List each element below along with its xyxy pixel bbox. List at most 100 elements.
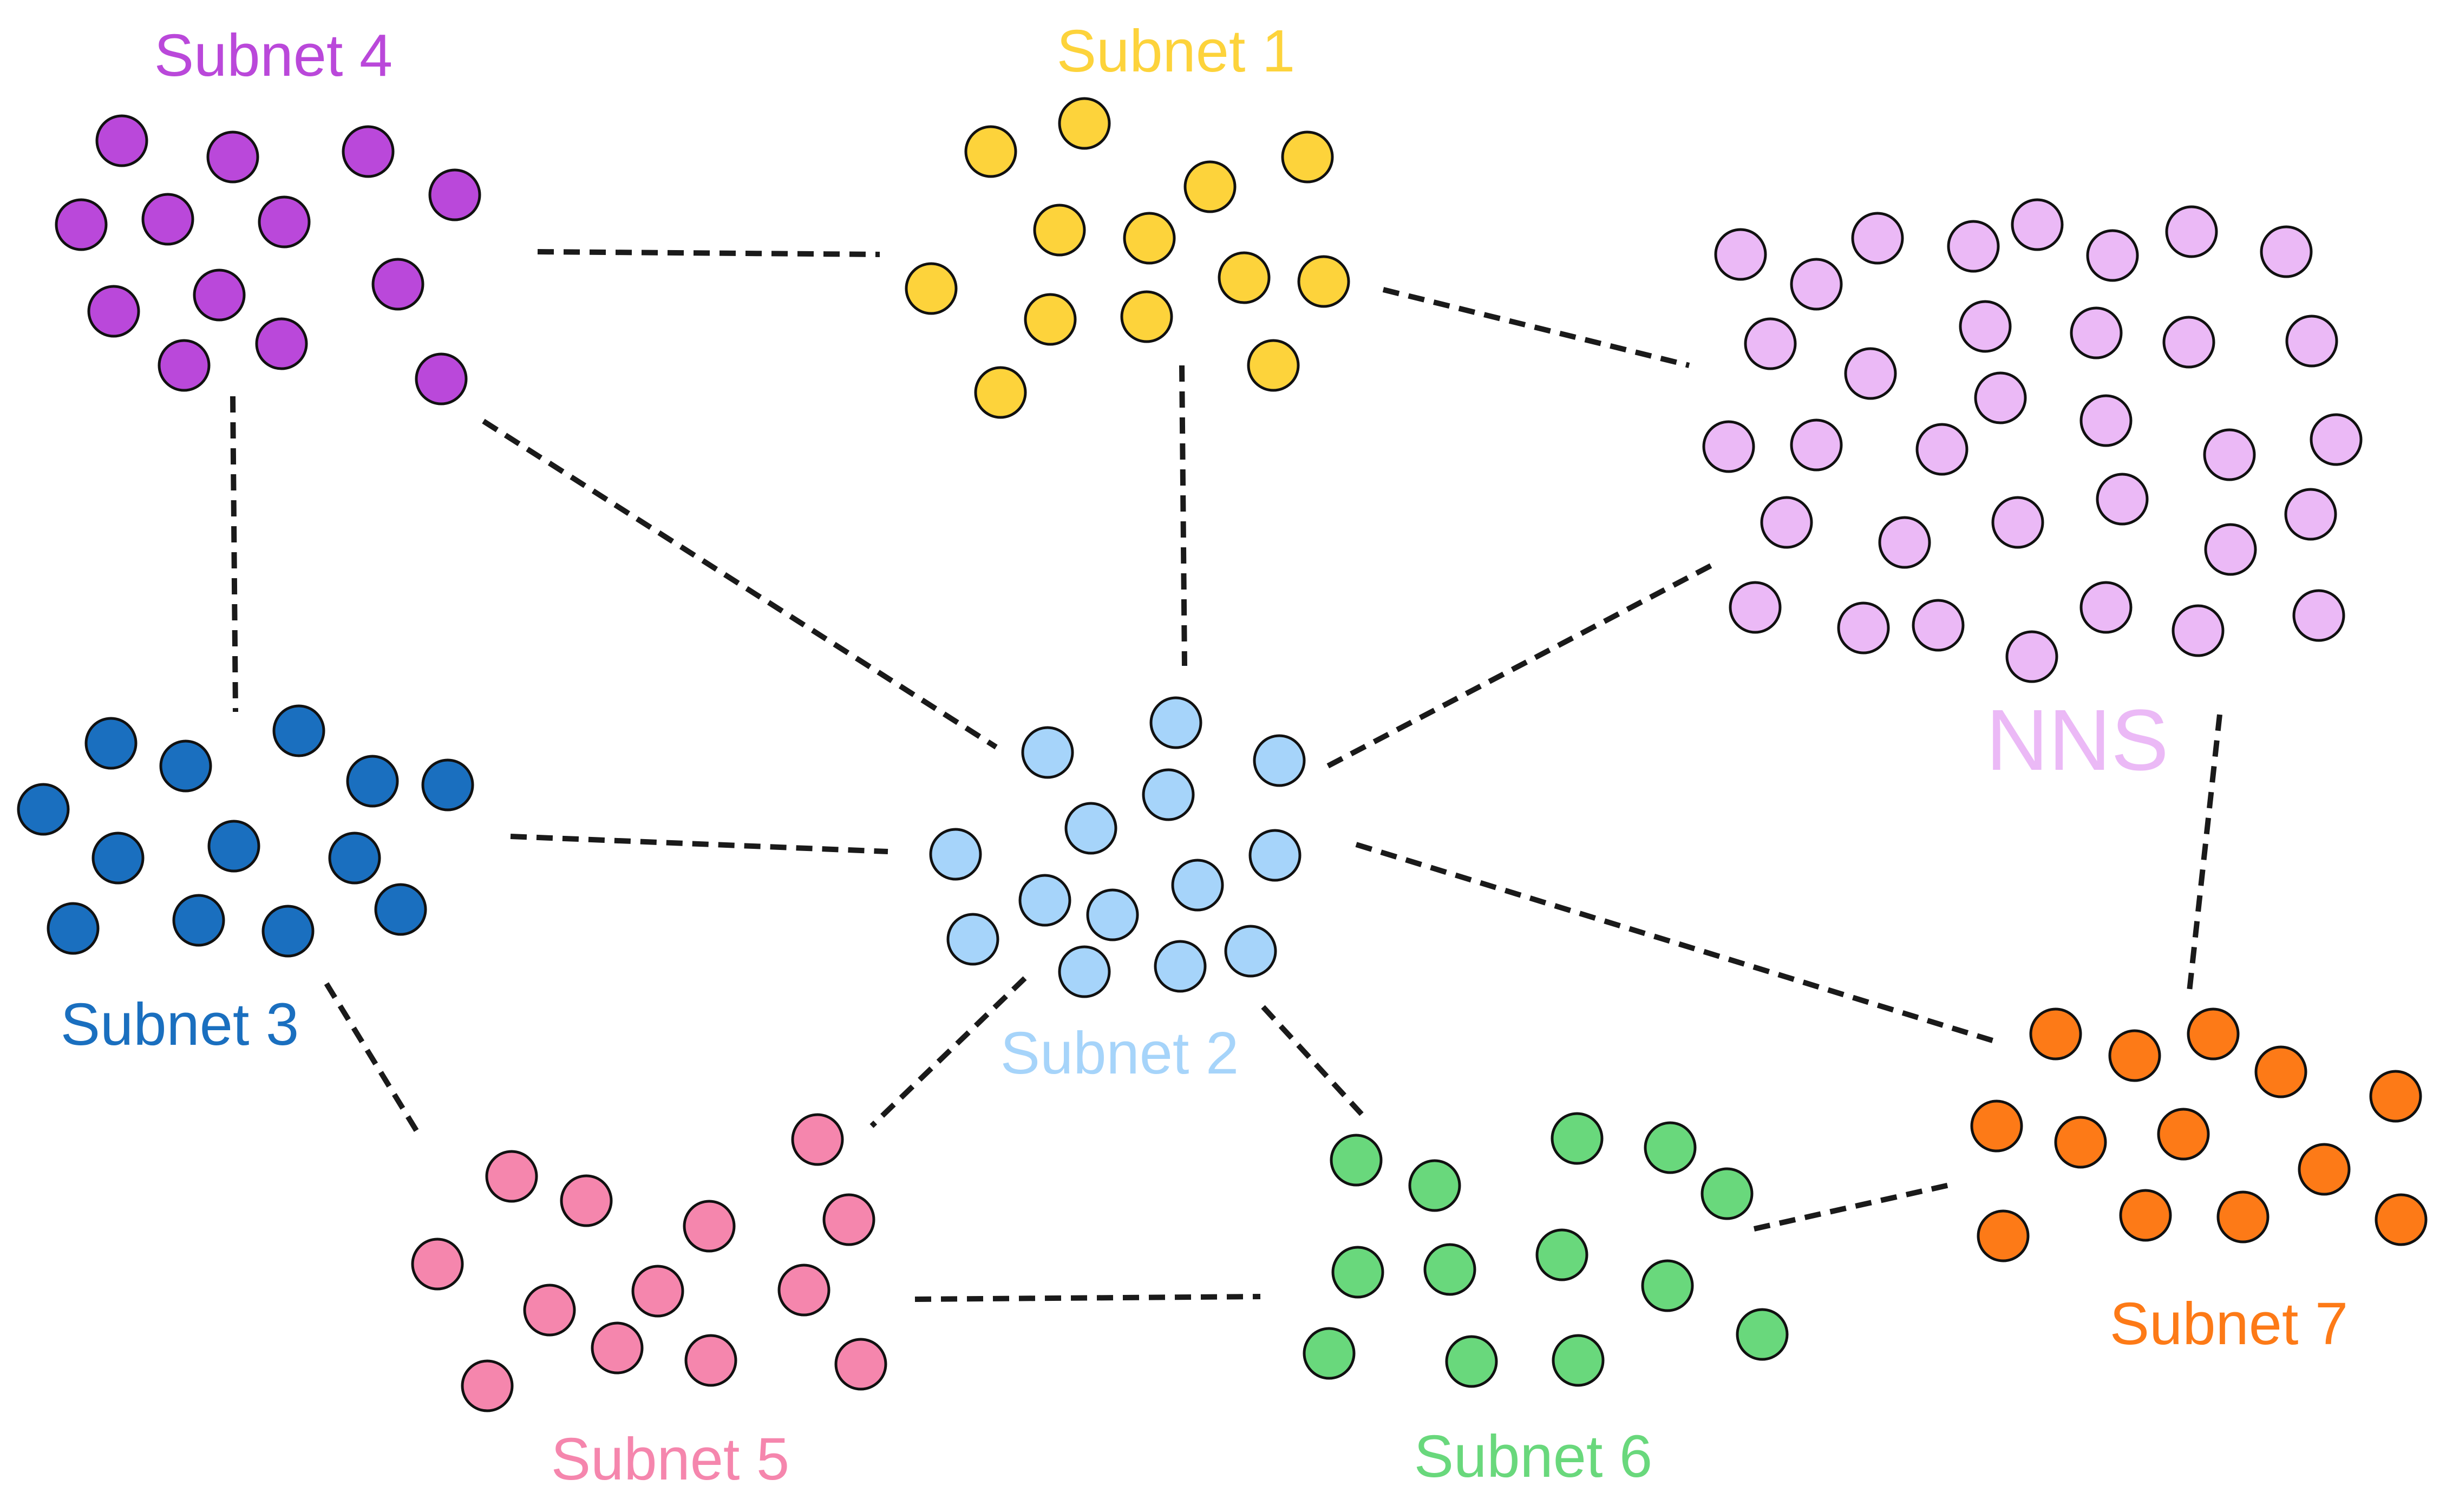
subnet-6-node [1423, 1243, 1476, 1296]
subnet-3-node [47, 902, 100, 955]
subnet-1-node [1033, 204, 1086, 257]
subnet-5-node [822, 1193, 875, 1246]
nns-node [1837, 601, 1890, 654]
label-subnet-5: Subnet 5 [551, 1426, 789, 1493]
nns-node [1760, 496, 1813, 549]
subnet-1-node [1281, 130, 1334, 184]
subnet-2-node [1248, 829, 1302, 882]
link-subnet-1-to-nns [1382, 287, 1690, 368]
subnet-6-node [1303, 1327, 1356, 1380]
subnet-6-node [1330, 1134, 1383, 1187]
link-subnet-3-to-subnet-5 [324, 982, 422, 1137]
cluster-labels: Subnet 4 Subnet 1 NNS Subnet 3 Subnet 2 … [61, 18, 2348, 1493]
nns-node [1912, 599, 1965, 652]
subnet-1-node [1247, 339, 1300, 392]
subnet-5-node [485, 1150, 538, 1203]
nns-node [2172, 604, 2225, 657]
nns-node [1702, 420, 1755, 473]
nns-node [1790, 258, 1843, 311]
subnet-5-node [683, 1200, 736, 1253]
subnet-7-node [2108, 1029, 2161, 1082]
subnet-6-node [1644, 1121, 1697, 1174]
nns-node [2260, 225, 2313, 278]
subnet-2-node [1171, 859, 1224, 912]
label-subnet-4: Subnet 4 [154, 22, 393, 89]
subnet-1-node [1058, 97, 1111, 150]
nns-node [2203, 428, 2256, 481]
subnet-3-node [159, 739, 212, 793]
subnet-1-node [1123, 212, 1176, 265]
nns-node [1915, 423, 1968, 476]
subnet-7-node [2216, 1190, 2270, 1243]
subnet-1-node [1120, 290, 1173, 343]
subnet-2-node [1149, 696, 1202, 749]
cluster-subnet-6 [1303, 1112, 1789, 1388]
nns-node [2086, 229, 2139, 282]
cluster-subnet-3 [17, 704, 474, 958]
subnet-2-node [1142, 768, 1195, 821]
subnet-2-node [1154, 940, 1207, 993]
nns-node [1974, 371, 2027, 424]
subnet-4-node [193, 269, 246, 322]
subnet-7-node [2157, 1108, 2210, 1161]
subnet-4-node [428, 168, 481, 221]
subnet-5-node [834, 1338, 887, 1391]
subnet-4-node [371, 258, 424, 311]
cluster-subnet-4 [55, 114, 481, 405]
subnet-7-node [2369, 1070, 2422, 1123]
subnet-4-node [158, 339, 211, 392]
subnet-2-node [929, 828, 982, 881]
subnet-1-node [1297, 255, 1350, 308]
label-subnet-3: Subnet 3 [61, 991, 299, 1058]
subnet-6-node [1408, 1159, 1461, 1212]
subnet-5-node [791, 1113, 844, 1166]
subnet-5-node [777, 1264, 830, 1317]
subnet-7-node [2119, 1189, 2172, 1242]
link-subnet-4-to-subnet-3 [230, 396, 238, 712]
subnet-4-node [141, 193, 194, 246]
link-subnet-6-to-subnet-7 [1753, 1182, 1953, 1232]
subnet-3-node [272, 704, 325, 757]
nns-node [2292, 589, 2345, 642]
nns-node [1851, 212, 1904, 265]
link-subnet-2-to-subnet-7 [1355, 842, 1999, 1045]
subnet-3-node [207, 820, 260, 873]
nns-node [1959, 300, 2012, 353]
subnet-6-node [1641, 1259, 1694, 1312]
subnet-3-node [91, 832, 145, 885]
label-subnet-6: Subnet 6 [1414, 1423, 1652, 1490]
nns-node [2284, 488, 2337, 541]
cluster-subnet-5 [411, 1113, 887, 1412]
nns-node [1790, 418, 1843, 472]
subnet-6-node [1736, 1308, 1789, 1361]
link-subnet-4-to-subnet-1 [537, 249, 880, 257]
subnet-2-node [1058, 945, 1111, 998]
nns-node [2096, 473, 2149, 526]
link-nns-to-subnet-7 [2186, 714, 2222, 997]
link-nns-to-subnet-2 [1321, 563, 1712, 771]
nns-node [1991, 496, 2044, 549]
nns-node [1729, 581, 1782, 634]
label-subnet-1: Subnet 1 [1057, 18, 1295, 84]
subnet-5-node [684, 1334, 737, 1387]
subnet-3-node [172, 894, 225, 947]
label-nns: NNS [1986, 691, 2169, 788]
link-subnet-1-to-subnet-2 [1179, 365, 1187, 666]
subnet-1-node [1024, 293, 1077, 346]
label-subnet-7: Subnet 7 [2110, 1291, 2348, 1357]
nns-node [1714, 228, 1767, 281]
subnet-5-node [411, 1238, 464, 1291]
nns-node [1947, 220, 2000, 273]
label-subnet-2: Subnet 2 [1000, 1020, 1239, 1086]
subnet-3-node [421, 758, 474, 811]
nns-node [2285, 315, 2338, 368]
nns-node [2204, 523, 2257, 576]
nns-node [2011, 198, 2064, 251]
subnet-2-node [1253, 734, 1306, 787]
subnet-4-node [415, 352, 468, 405]
nns-node [2079, 581, 2133, 634]
nns-node [2162, 316, 2215, 369]
subnet-5-node [523, 1284, 576, 1337]
nns-node [1844, 347, 1897, 400]
